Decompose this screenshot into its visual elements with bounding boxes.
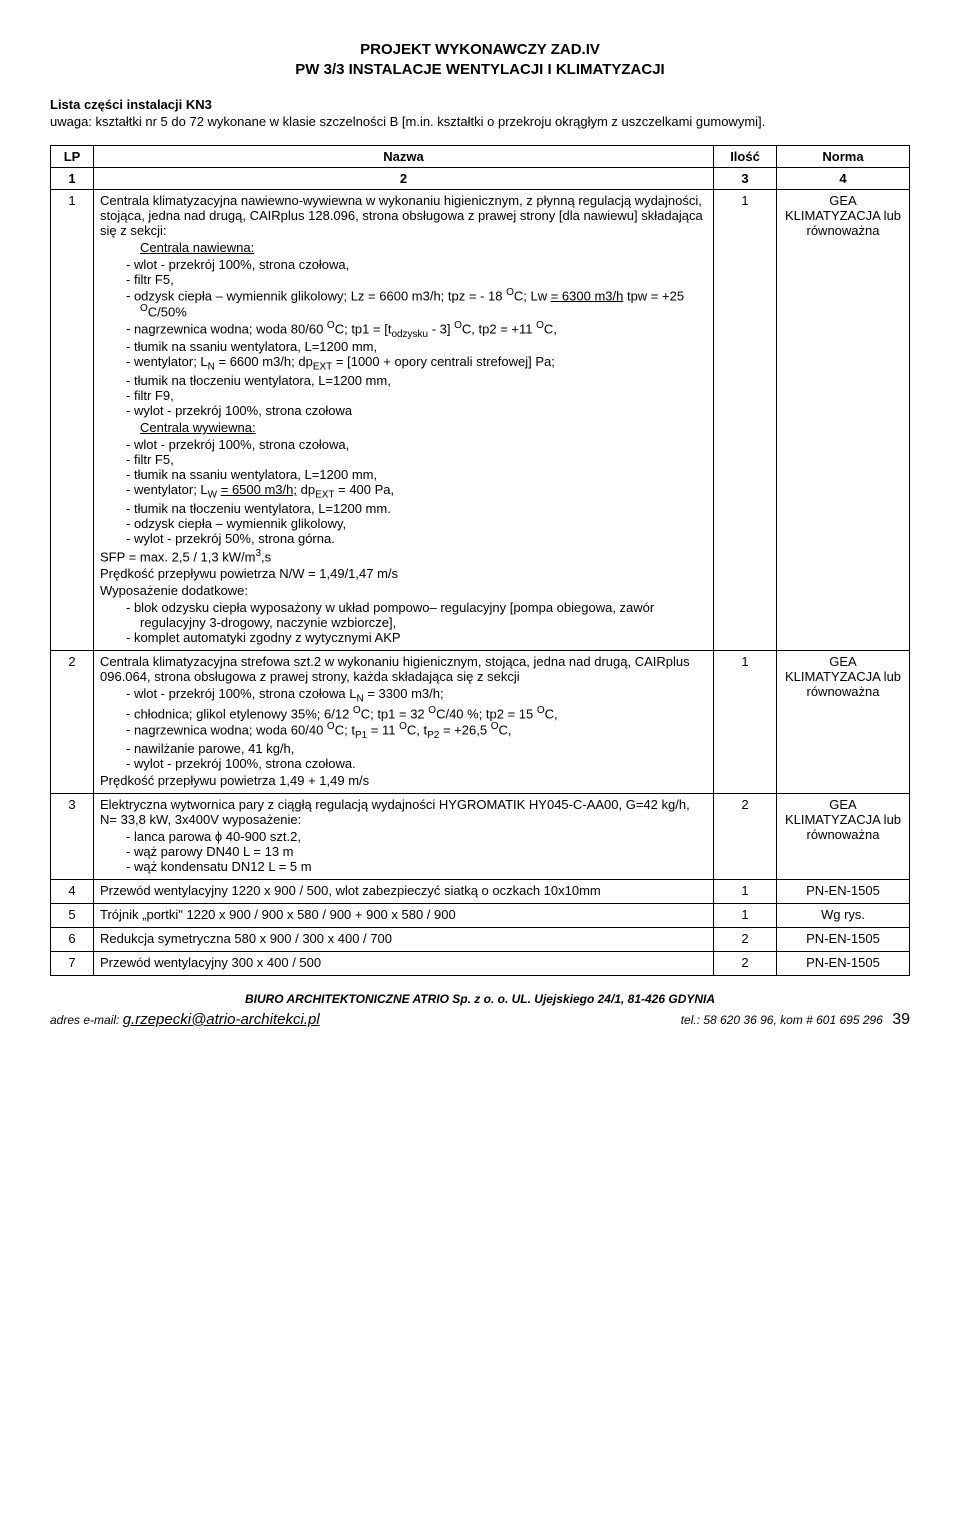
- table-row: 4Przewód wentylacyjny 1220 x 900 / 500, …: [51, 879, 910, 903]
- subhead-2: 2: [94, 167, 714, 189]
- cell-ilosc: 1: [714, 903, 777, 927]
- cell-norma: GEA KLIMATYZACJA lub równoważna: [777, 793, 910, 879]
- table-row: 5Trójnik „portki" 1220 x 900 / 900 x 580…: [51, 903, 910, 927]
- table-row: 7Przewód wentylacyjny 300 x 400 / 5002PN…: [51, 951, 910, 975]
- footer-tel-page: tel.: 58 620 36 96, kom # 601 695 296 39: [681, 1008, 910, 1032]
- footer-org: BIURO ARCHITEKTONICZNE ATRIO Sp. z o. o.…: [50, 990, 910, 1008]
- subhead-4: 4: [777, 167, 910, 189]
- cell-nazwa: Centrala klimatyzacyjna strefowa szt.2 w…: [94, 650, 714, 793]
- cell-lp: 7: [51, 951, 94, 975]
- cell-nazwa: Przewód wentylacyjny 300 x 400 / 500: [94, 951, 714, 975]
- cell-ilosc: 1: [714, 650, 777, 793]
- section-note: uwaga: kształtki nr 5 do 72 wykonane w k…: [50, 114, 910, 131]
- cell-ilosc: 2: [714, 793, 777, 879]
- cell-lp: 4: [51, 879, 94, 903]
- cell-nazwa: Elektryczna wytwornica pary z ciągłą reg…: [94, 793, 714, 879]
- cell-nazwa: Przewód wentylacyjny 1220 x 900 / 500, w…: [94, 879, 714, 903]
- cell-norma: PN-EN-1505: [777, 951, 910, 975]
- cell-nazwa: Centrala klimatyzacyjna nawiewno-wywiewn…: [94, 189, 714, 650]
- col-header-ilosc: Ilość: [714, 145, 777, 167]
- cell-lp: 5: [51, 903, 94, 927]
- cell-ilosc: 1: [714, 189, 777, 650]
- cell-nazwa: Trójnik „portki" 1220 x 900 / 900 x 580 …: [94, 903, 714, 927]
- cell-lp: 2: [51, 650, 94, 793]
- cell-ilosc: 2: [714, 951, 777, 975]
- header-line1: PROJEKT WYKONAWCZY ZAD.IV: [50, 40, 910, 60]
- cell-norma: PN-EN-1505: [777, 927, 910, 951]
- cell-nazwa: Redukcja symetryczna 580 x 900 / 300 x 4…: [94, 927, 714, 951]
- cell-lp: 3: [51, 793, 94, 879]
- cell-norma: PN-EN-1505: [777, 879, 910, 903]
- footer-email-label: adres e-mail:: [50, 1013, 123, 1027]
- col-header-nazwa: Nazwa: [94, 145, 714, 167]
- subhead-1: 1: [51, 167, 94, 189]
- footer-email: g.rzepecki@atrio-architekci.pl: [123, 1011, 320, 1028]
- col-header-lp: LP: [51, 145, 94, 167]
- cell-lp: 1: [51, 189, 94, 650]
- cell-ilosc: 2: [714, 927, 777, 951]
- page-number: 39: [892, 1011, 910, 1028]
- table-header-row: LP Nazwa Ilość Norma: [51, 145, 910, 167]
- parts-table: LP Nazwa Ilość Norma 1 2 3 4 1Centrala k…: [50, 145, 910, 976]
- subhead-3: 3: [714, 167, 777, 189]
- document-header: PROJEKT WYKONAWCZY ZAD.IV PW 3/3 INSTALA…: [50, 40, 910, 79]
- table-row: 2Centrala klimatyzacyjna strefowa szt.2 …: [51, 650, 910, 793]
- cell-norma: GEA KLIMATYZACJA lub równoważna: [777, 650, 910, 793]
- section-subheader: Lista części instalacji KN3: [50, 97, 910, 112]
- table-row: 3Elektryczna wytwornica pary z ciągłą re…: [51, 793, 910, 879]
- page-footer: BIURO ARCHITEKTONICZNE ATRIO Sp. z o. o.…: [50, 990, 910, 1032]
- table-subheader-row: 1 2 3 4: [51, 167, 910, 189]
- cell-ilosc: 1: [714, 879, 777, 903]
- footer-tel: tel.: 58 620 36 96, kom # 601 695 296: [681, 1013, 883, 1027]
- cell-norma: GEA KLIMATYZACJA lub równoważna: [777, 189, 910, 650]
- cell-norma: Wg rys.: [777, 903, 910, 927]
- col-header-norma: Norma: [777, 145, 910, 167]
- table-row: 1Centrala klimatyzacyjna nawiewno-wywiew…: [51, 189, 910, 650]
- table-row: 6Redukcja symetryczna 580 x 900 / 300 x …: [51, 927, 910, 951]
- header-line2: PW 3/3 INSTALACJE WENTYLACJI I KLIMATYZA…: [50, 60, 910, 80]
- footer-contact: adres e-mail: g.rzepecki@atrio-architekc…: [50, 1009, 320, 1032]
- cell-lp: 6: [51, 927, 94, 951]
